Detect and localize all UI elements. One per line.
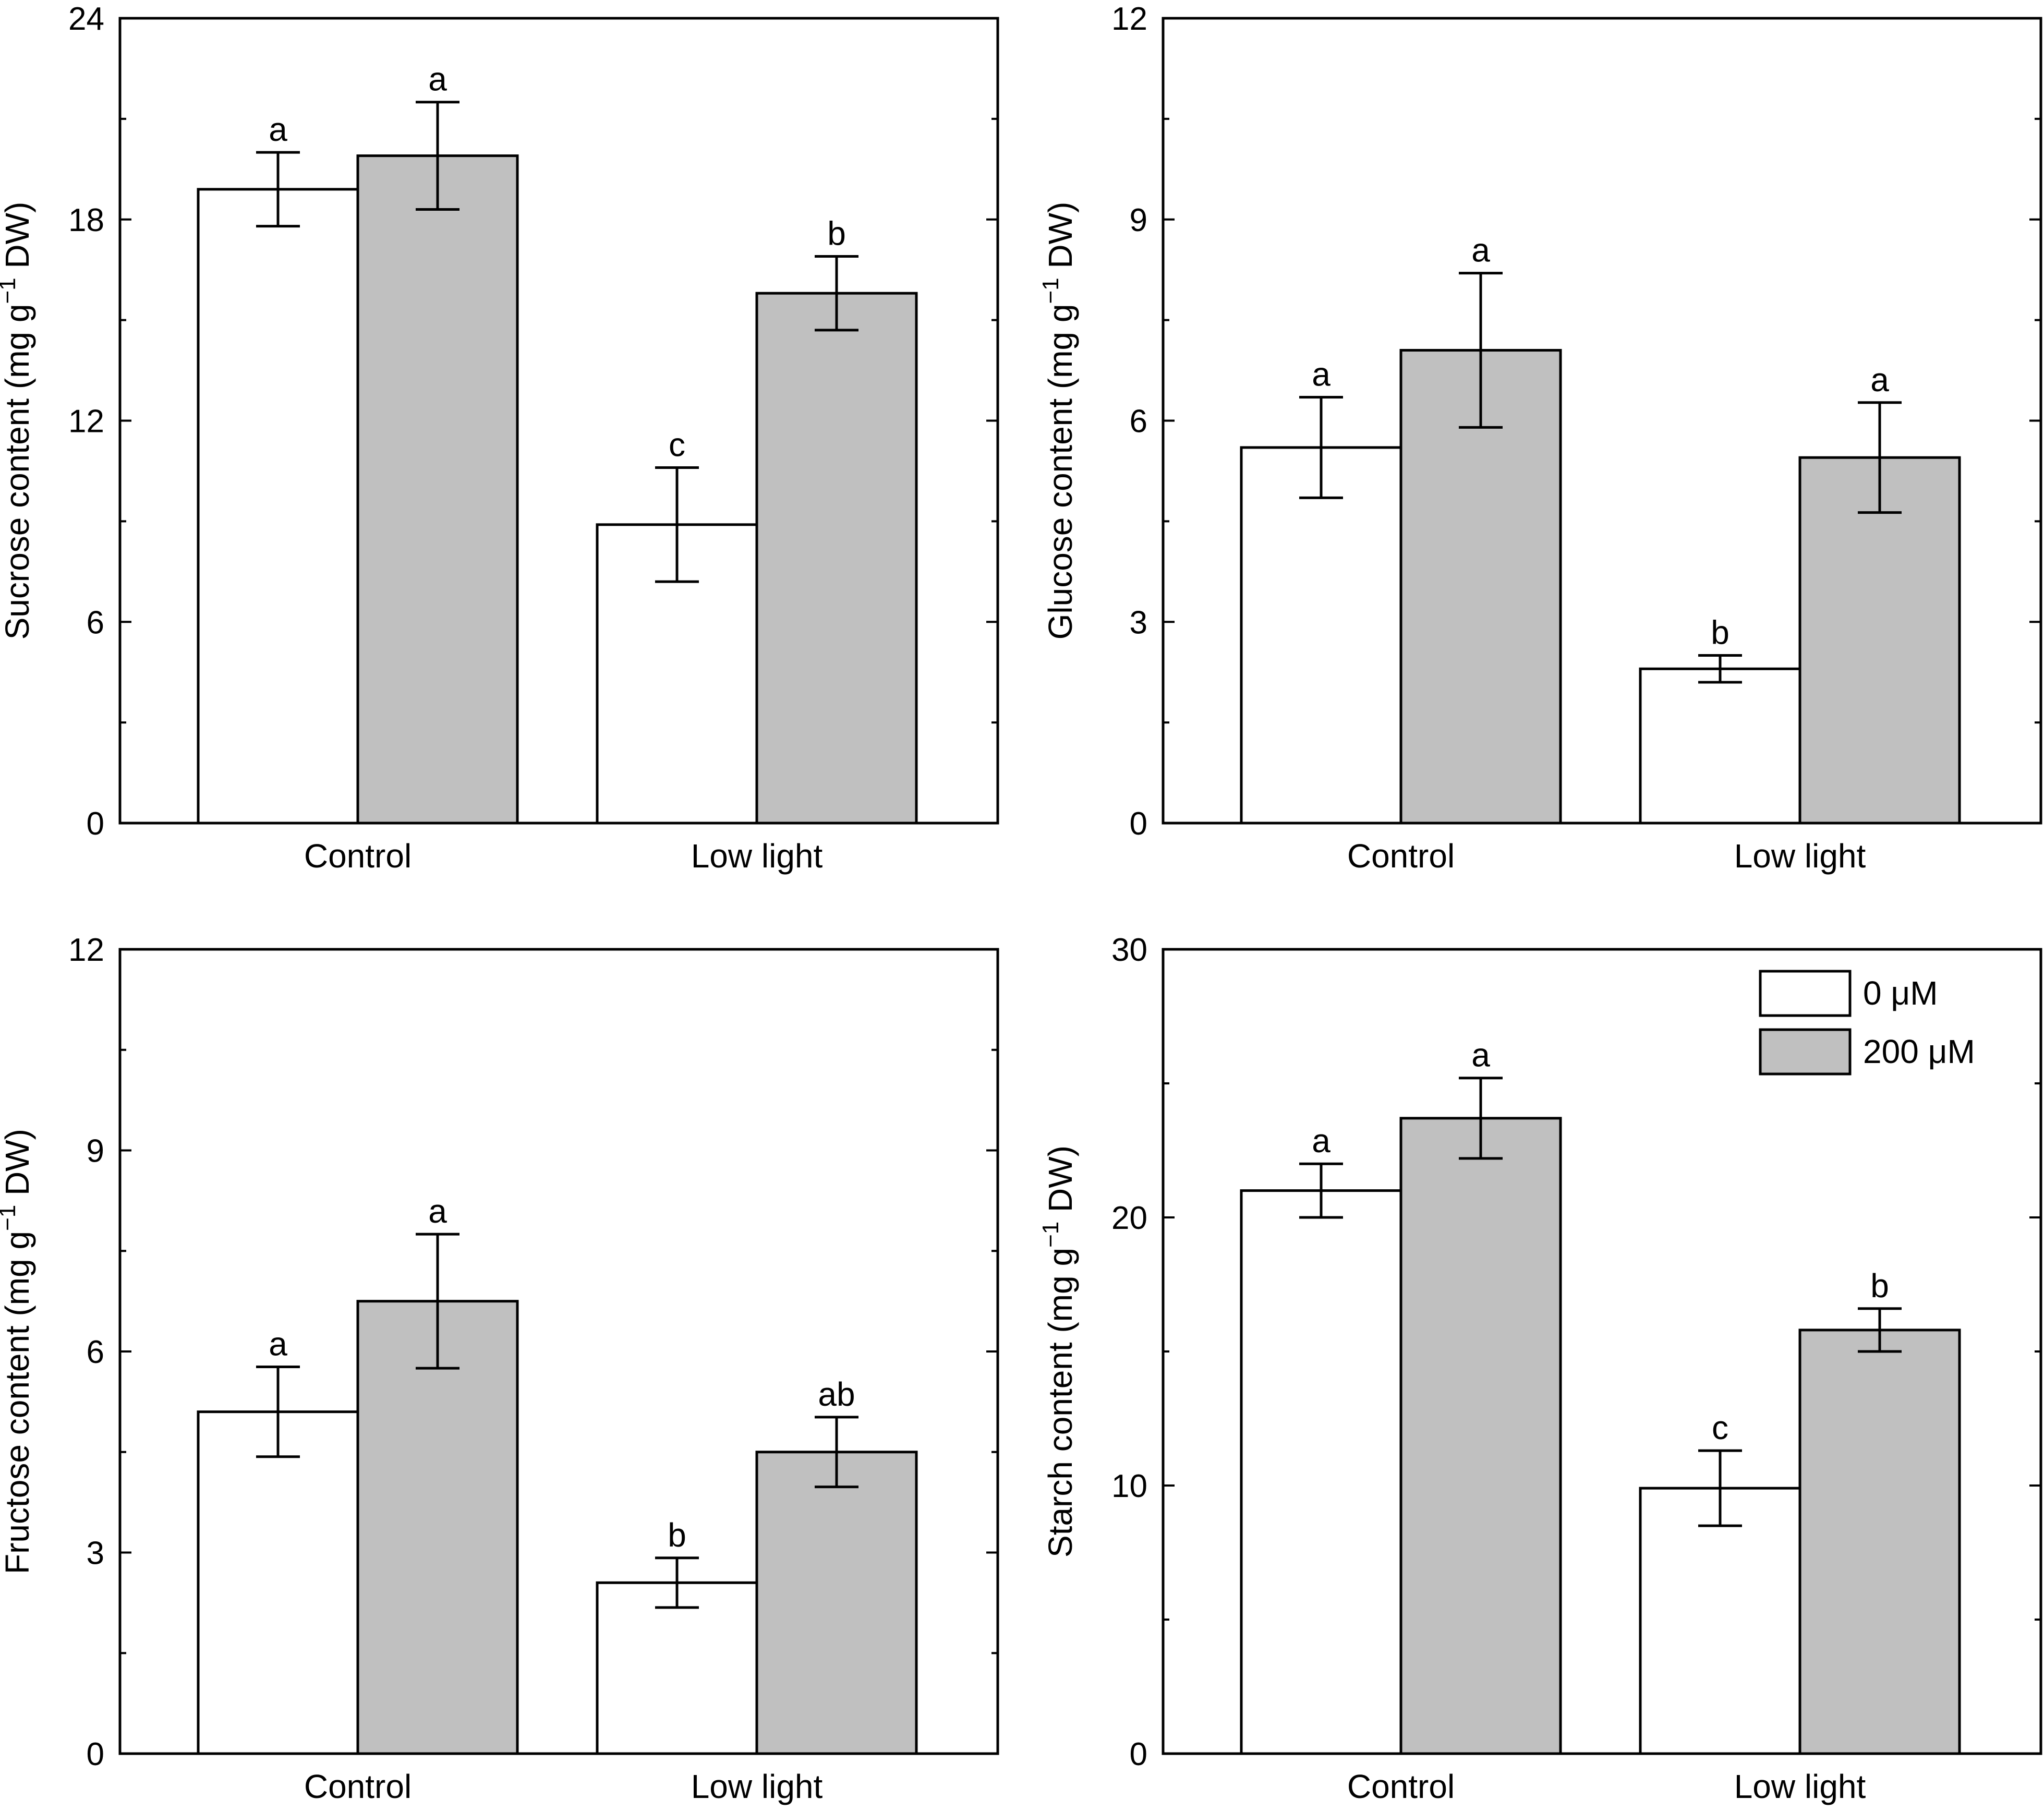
sucrose-y-tick-label: 0 (87, 806, 104, 842)
starch-significance-label: b (1870, 1267, 1889, 1305)
fructose-significance-label: a (428, 1192, 447, 1230)
fructose-significance-label: b (668, 1516, 686, 1554)
starch-bar (1240, 1189, 1402, 1755)
sucrose-y-tick-label: 24 (68, 1, 104, 37)
starch-y-axis-label: Starch content (mg g−1 DW) (1038, 1145, 1079, 1558)
glucose-panel: a a Control b a Low light 0 3 6 9 12 Glucose conten… (1038, 1, 2042, 875)
glucose-y-tick-label: 3 (1130, 605, 1147, 641)
glucose-significance-label: b (1711, 614, 1729, 651)
sucrose-y-tick-label: 6 (87, 605, 104, 641)
fructose-y-tick-label: 9 (87, 1133, 104, 1169)
glucose-y-tick-label: 12 (1111, 1, 1147, 37)
glucose-significance-label: a (1870, 361, 1889, 399)
starch-bar (1639, 1487, 1801, 1755)
glucose-x-tick-label: Control (1347, 837, 1455, 875)
fructose-bar (356, 1300, 519, 1755)
fructose-y-tick-label: 12 (68, 932, 104, 968)
starch-significance-label: a (1312, 1122, 1331, 1160)
fructose-x-tick-label: Low light (691, 1768, 823, 1805)
starch-bar (1399, 1117, 1562, 1755)
fructose-bar (755, 1451, 918, 1755)
sucrose-y-tick-label: 18 (68, 202, 104, 238)
glucose-x-tick-label: Low light (1734, 837, 1866, 875)
sucrose-significance-label: a (428, 61, 447, 98)
fructose-significance-label: ab (818, 1375, 855, 1413)
glucose-bar (1639, 667, 1801, 825)
sucrose-significance-label: c (669, 426, 685, 464)
fructose-x-tick-label: Control (304, 1768, 412, 1805)
sucrose-panel: a a Control c b Low light 0 6 12 18 24 Sucrose cont… (0, 1, 999, 875)
glucose-y-tick-label: 9 (1130, 202, 1147, 238)
fructose-significance-label: a (269, 1325, 287, 1363)
glucose-y-axis-label: Glucose content (mg g−1 DW) (1038, 202, 1079, 640)
fructose-y-tick-label: 3 (87, 1536, 104, 1572)
legend-swatch (1759, 970, 1852, 1017)
glucose-bar (1798, 456, 1961, 825)
sucrose-x-tick-label: Low light (691, 837, 823, 875)
sucrose-y-axis-label: Sucrose content (mg g−1 DW) (0, 202, 36, 640)
fructose-y-tick-label: 0 (87, 1736, 104, 1772)
starch-x-tick-label: Low light (1734, 1768, 1866, 1805)
sucrose-x-tick-label: Control (304, 837, 412, 875)
starch-significance-label: c (1712, 1409, 1728, 1446)
legend: 0 μM 200 μM (1759, 970, 1975, 1076)
legend-swatch (1759, 1028, 1852, 1076)
sucrose-bar (197, 188, 359, 825)
glucose-y-tick-label: 6 (1130, 404, 1147, 440)
fructose-bar (197, 1410, 359, 1755)
starch-significance-label: a (1471, 1036, 1490, 1074)
fructose-y-tick-label: 6 (87, 1334, 104, 1370)
fructose-bar (596, 1581, 758, 1755)
starch-x-tick-label: Control (1347, 1768, 1455, 1805)
legend-label: 200 μM (1863, 1033, 1975, 1070)
starch-y-tick-label: 0 (1130, 1736, 1147, 1772)
starch-y-tick-label: 30 (1111, 932, 1147, 968)
glucose-significance-label: a (1312, 355, 1331, 393)
sucrose-bar (356, 154, 519, 825)
glucose-y-tick-label: 0 (1130, 806, 1147, 842)
glucose-bar (1240, 446, 1402, 825)
sucrose-significance-label: a (269, 111, 287, 148)
fructose-panel: a a Control b ab Low light 0 3 6 9 12 Fructose cont… (0, 932, 999, 1805)
sucrose-y-tick-label: 12 (68, 404, 104, 440)
starch-y-tick-label: 20 (1111, 1200, 1147, 1236)
starch-panel: a a Control c b Low light 0 10 20 30 Starch conten… (1038, 932, 2042, 1805)
starch-bar (1798, 1329, 1961, 1755)
glucose-bar (1399, 348, 1562, 825)
sucrose-bar (755, 292, 918, 825)
starch-y-tick-label: 10 (1111, 1468, 1147, 1504)
legend-label: 0 μM (1863, 974, 1938, 1012)
fructose-y-axis-label: Fructose content (mg g−1 DW) (0, 1129, 36, 1574)
sucrose-significance-label: b (827, 214, 846, 252)
glucose-significance-label: a (1471, 232, 1490, 269)
